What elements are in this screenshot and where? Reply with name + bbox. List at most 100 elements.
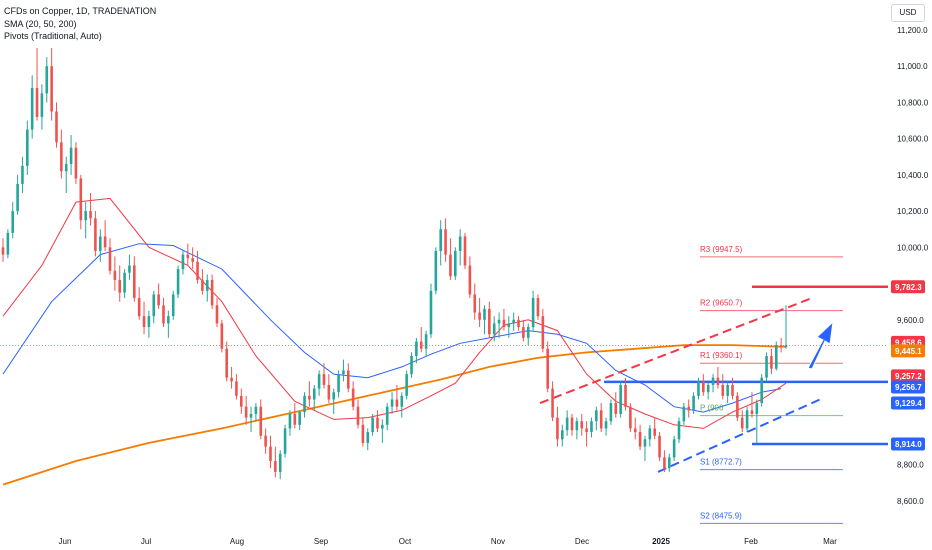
price-tag-label: 9,129.4 — [895, 399, 922, 408]
candle — [103, 220, 107, 251]
candle — [736, 392, 739, 422]
candle-body — [215, 305, 219, 324]
candle-body — [702, 381, 705, 393]
candle-body — [473, 294, 477, 313]
symbol-title[interactable]: CFDs on Copper, 1D, TRADENATION — [4, 6, 157, 16]
candle-body — [468, 265, 472, 295]
pivot-label: R1 (9360.1) — [700, 351, 743, 360]
candle-body — [614, 403, 618, 414]
candle-body — [308, 395, 311, 400]
candle — [643, 435, 647, 462]
candle-body — [750, 410, 754, 414]
candle-body — [171, 294, 175, 317]
candle — [560, 424, 564, 447]
candle-body — [113, 270, 117, 280]
candle — [69, 135, 73, 175]
currency-button[interactable]: USD — [891, 4, 925, 22]
candle-body — [322, 374, 326, 385]
price-tags: 9,782.3 9,458.69,445.1 9,257.2 9,256.7 9,129… — [891, 280, 925, 451]
pivot-label: R2 (9650.7) — [700, 299, 743, 308]
candle — [123, 269, 126, 299]
candle-body — [312, 388, 316, 400]
candle — [745, 406, 749, 433]
candle — [249, 406, 253, 433]
candle-body — [55, 111, 58, 143]
candle-body — [648, 428, 652, 440]
candle — [220, 319, 224, 353]
candle — [692, 392, 695, 414]
price-tag: 9,257.2 — [891, 369, 925, 383]
price-tag: 9,782.3 — [891, 280, 925, 294]
y-tick-label: 10,200.0 — [897, 207, 929, 216]
candle — [667, 453, 671, 472]
y-tick-label: 9,600.0 — [897, 316, 924, 325]
candle-body — [225, 348, 229, 378]
candle-body — [517, 319, 520, 328]
candle-body — [74, 147, 78, 179]
candle — [181, 250, 185, 275]
candle — [74, 142, 78, 184]
chart-legend: CFDs on Copper, 1D, TRADENATION SMA (20,… — [4, 5, 156, 43]
candle-body — [595, 410, 598, 422]
candle — [351, 381, 355, 411]
candle — [483, 305, 486, 335]
candle — [419, 327, 423, 353]
candle-body — [167, 316, 170, 324]
candle-body — [765, 356, 768, 378]
candle — [458, 229, 462, 266]
candle-body — [137, 298, 141, 317]
candle-body — [624, 384, 627, 407]
candle — [346, 363, 350, 393]
candle — [478, 298, 481, 328]
candle — [716, 366, 720, 389]
candle-body — [337, 374, 340, 393]
candle-body — [298, 412, 301, 425]
candle-body — [449, 254, 452, 277]
lower-trend-line — [657, 397, 823, 473]
candle — [133, 256, 136, 302]
candle-body — [128, 265, 131, 273]
candle-body — [269, 446, 272, 462]
y-tick-label: 11,000.0 — [897, 62, 928, 71]
candle — [98, 229, 102, 262]
candle — [677, 417, 681, 443]
candle — [191, 247, 194, 270]
price-tag-bg — [891, 280, 925, 294]
candle-body — [162, 305, 165, 324]
candle — [225, 341, 229, 382]
candle-body — [492, 323, 496, 335]
candle-body — [356, 406, 360, 425]
candle — [424, 330, 428, 356]
candle — [312, 384, 316, 411]
candle-body — [415, 341, 418, 356]
candle-body — [745, 410, 749, 429]
candle — [721, 374, 725, 400]
pivot-label: R3 (9947.5) — [700, 245, 743, 254]
y-tick-label: 8,600.0 — [897, 497, 924, 506]
up-arrow-icon — [807, 320, 834, 370]
candle-body — [176, 269, 180, 295]
y-tick-label: 11,200.0 — [897, 26, 928, 35]
candle-body — [774, 345, 778, 369]
candle-body — [726, 384, 729, 396]
candle-body — [478, 312, 481, 320]
sma-indicator-label[interactable]: SMA (20, 50, 200) — [4, 18, 77, 29]
candle — [215, 298, 219, 328]
price-tag-label: 9,458.6 — [895, 338, 922, 347]
candle-body — [405, 374, 408, 396]
candle-body — [599, 410, 603, 429]
pivots-indicator-label[interactable]: Pivots (Traditional, Auto) — [4, 31, 102, 41]
candle — [755, 399, 759, 443]
candle-body — [249, 413, 253, 418]
candle — [327, 374, 331, 404]
candle — [711, 374, 715, 393]
candle-body — [201, 279, 204, 291]
candle — [94, 211, 97, 257]
candle-body — [760, 377, 763, 404]
candle — [497, 312, 501, 338]
candle-body — [400, 395, 404, 407]
price-tag-bg — [891, 380, 925, 394]
candle-body — [381, 424, 384, 429]
candle — [395, 384, 399, 411]
